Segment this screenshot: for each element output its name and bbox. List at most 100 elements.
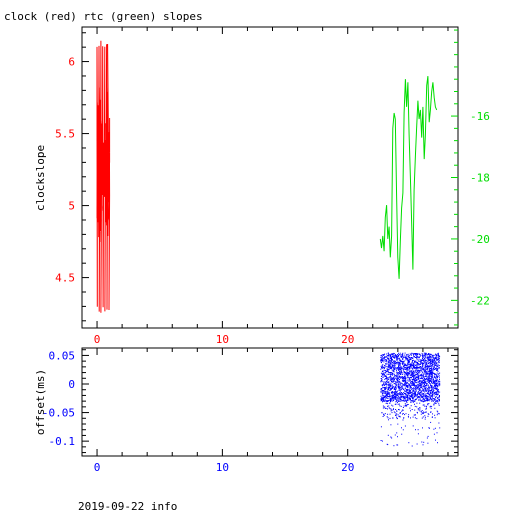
offset-point <box>421 360 423 361</box>
offset-point <box>394 392 396 394</box>
offset-point <box>425 366 427 368</box>
offset-point <box>417 356 419 357</box>
offset-point <box>419 395 421 397</box>
offset-point <box>392 355 394 357</box>
offset-point <box>418 382 420 384</box>
top-y-axis-left: 4.555.56 <box>55 32 89 322</box>
offset-point <box>406 365 407 367</box>
offset-point <box>420 354 421 356</box>
offset-point <box>395 362 397 363</box>
offset-point <box>436 383 437 384</box>
offset-point <box>384 378 386 380</box>
offset-point <box>427 415 429 417</box>
offset-point <box>424 354 426 356</box>
offset-point <box>420 369 422 371</box>
offset-point <box>433 362 435 364</box>
offset-point <box>416 366 417 368</box>
offset-point <box>437 354 439 356</box>
offset-point <box>394 375 396 377</box>
offset-point <box>410 391 412 393</box>
offset-point <box>389 361 391 363</box>
offset-point <box>431 379 433 381</box>
offset-point <box>429 368 431 369</box>
offset-point <box>384 353 386 355</box>
offset-point <box>424 371 426 373</box>
offset-point <box>431 374 433 376</box>
offset-point <box>412 379 414 381</box>
offset-point <box>396 416 397 418</box>
offset-point <box>400 366 402 367</box>
offset-point <box>389 400 391 402</box>
offset-point <box>438 367 440 369</box>
offset-point <box>398 409 399 410</box>
offset-point <box>419 380 421 382</box>
offset-point <box>380 390 382 392</box>
offset-point <box>386 391 388 393</box>
offset-point <box>399 405 401 407</box>
offset-point <box>386 353 388 355</box>
offset-point <box>437 373 439 375</box>
offset-point <box>388 383 390 385</box>
offset-point <box>383 413 385 415</box>
offset-point <box>399 354 401 356</box>
offset-point <box>423 393 425 394</box>
offset-point <box>413 394 415 396</box>
offset-point <box>392 398 394 400</box>
offset-point <box>393 381 395 383</box>
offset-point <box>417 388 419 390</box>
offset-point <box>428 400 430 402</box>
offset-point <box>404 395 406 397</box>
offset-point <box>398 372 400 373</box>
offset-point <box>400 373 402 375</box>
x-tick-label: 20 <box>341 461 354 474</box>
offset-point <box>409 385 411 387</box>
offset-point <box>417 408 419 410</box>
offset-point <box>434 407 436 409</box>
offset-point <box>433 386 434 388</box>
offset-point <box>384 367 385 369</box>
offset-point <box>417 378 419 380</box>
offset-point <box>407 376 409 378</box>
offset-point <box>402 387 404 389</box>
offset-point <box>386 355 388 357</box>
offset-point <box>382 391 384 393</box>
offset-point <box>409 383 411 385</box>
y-tick-label: 6 <box>68 56 75 69</box>
offset-point <box>397 386 399 388</box>
offset-point <box>401 371 402 373</box>
offset-point <box>422 356 424 358</box>
offset-point <box>422 388 424 390</box>
offset-point <box>433 369 435 371</box>
offset-point <box>435 399 437 401</box>
offset-point <box>417 361 418 363</box>
offset-point <box>430 386 432 388</box>
offset-point <box>404 389 406 391</box>
offset-point <box>393 364 395 366</box>
offset-point <box>421 397 423 398</box>
offset-point <box>438 413 440 415</box>
offset-point <box>418 358 420 360</box>
offset-point <box>419 393 421 395</box>
offset-point <box>387 358 389 359</box>
rtc-series-line <box>379 76 438 279</box>
offset-point <box>414 414 416 416</box>
offset-point <box>395 383 397 385</box>
offset-point <box>410 371 412 373</box>
offset-point <box>398 388 400 390</box>
offset-point <box>382 358 384 360</box>
offset-point <box>388 359 390 361</box>
offset-point <box>394 398 396 400</box>
offset-point <box>431 400 433 402</box>
offset-point <box>413 374 415 376</box>
offset-point <box>414 398 416 400</box>
offset-point <box>403 396 404 398</box>
offset-point <box>381 440 383 442</box>
offset-point <box>428 387 430 389</box>
offset-point <box>420 374 421 376</box>
offset-point <box>380 388 382 390</box>
offset-point <box>416 406 418 408</box>
offset-point <box>431 376 433 378</box>
offset-point <box>428 387 430 388</box>
offset-point <box>427 365 429 367</box>
offset-point <box>422 356 424 358</box>
